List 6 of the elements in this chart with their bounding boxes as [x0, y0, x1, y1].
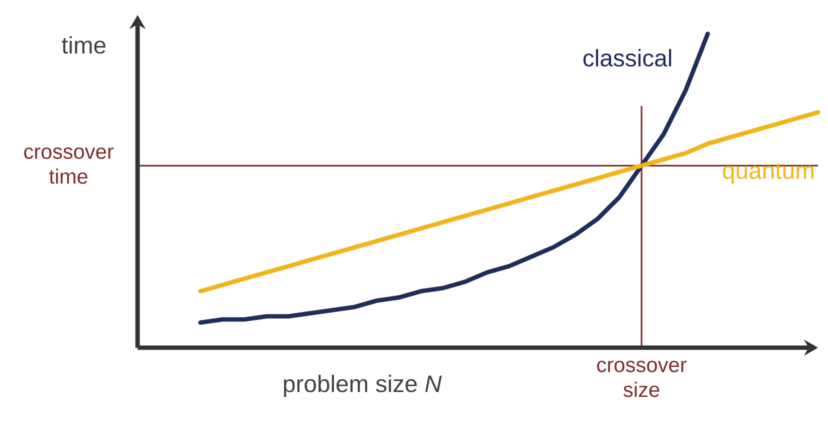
x-axis-title: problem size N [284, 374, 442, 398]
text: crossover size [597, 360, 687, 398]
series-label: classical [583, 49, 672, 67]
y-axis-title: time [62, 36, 106, 54]
series-label: quantum [722, 163, 814, 184]
ref-line-label: crossover time [24, 148, 114, 184]
